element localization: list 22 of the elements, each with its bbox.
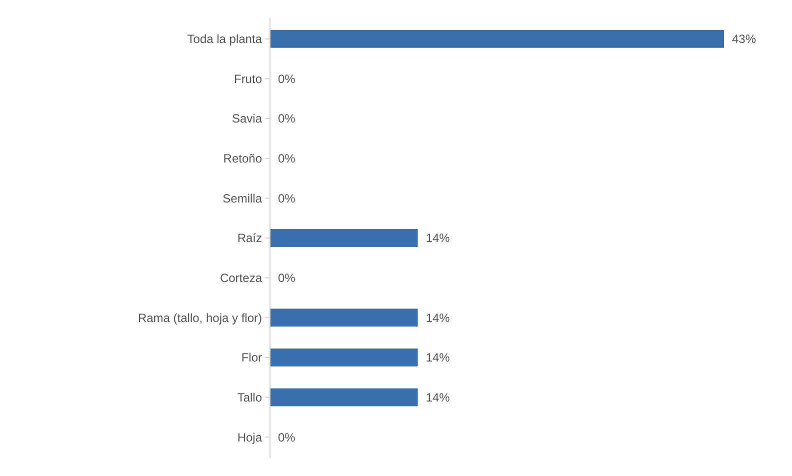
y-tick-label: Savia [232, 112, 262, 126]
data-label: 14% [426, 390, 450, 404]
y-tick-label: Semilla [222, 191, 262, 206]
data-label: 0% [278, 112, 296, 126]
data-label: 0% [278, 430, 296, 444]
data-label: 0% [278, 191, 296, 206]
data-label: 0% [278, 152, 296, 166]
data-label: 0% [278, 271, 296, 286]
data-label: 0% [278, 72, 296, 86]
y-tick-label: Fruto [234, 72, 262, 86]
data-label: 14% [426, 310, 450, 325]
y-tick-label: Tallo [237, 390, 262, 404]
y-tick-label: Flor [241, 350, 262, 365]
data-label: 43% [732, 32, 756, 46]
y-tick-label: Retoño [223, 152, 262, 166]
y-tick-label: Rama (tallo, hoja y flor) [138, 310, 262, 325]
data-label: 14% [426, 231, 450, 246]
data-label: 14% [426, 350, 450, 365]
y-tick-label: Corteza [220, 271, 262, 286]
y-tick-label: Raíz [237, 231, 262, 246]
y-tick-label: Hoja [237, 430, 262, 444]
y-tick-label: Toda la planta [187, 32, 262, 46]
